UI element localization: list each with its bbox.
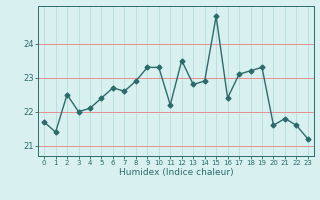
X-axis label: Humidex (Indice chaleur): Humidex (Indice chaleur)	[119, 168, 233, 177]
